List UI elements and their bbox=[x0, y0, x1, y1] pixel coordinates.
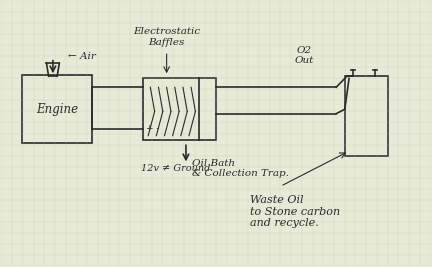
Text: Engine: Engine bbox=[36, 103, 78, 116]
Text: 12v ≠ Ground: 12v ≠ Ground bbox=[141, 164, 210, 173]
Text: Oil Bath
& Collection Trap.: Oil Bath & Collection Trap. bbox=[192, 159, 289, 178]
Text: Waste Oil
to Stone carbon
and recycle.: Waste Oil to Stone carbon and recycle. bbox=[250, 195, 340, 228]
Text: O2
Out: O2 Out bbox=[294, 46, 314, 65]
Text: ← Air: ← Air bbox=[68, 52, 96, 61]
Text: Electrostatic
Baffles: Electrostatic Baffles bbox=[133, 27, 200, 47]
Text: + -: + - bbox=[146, 124, 160, 134]
